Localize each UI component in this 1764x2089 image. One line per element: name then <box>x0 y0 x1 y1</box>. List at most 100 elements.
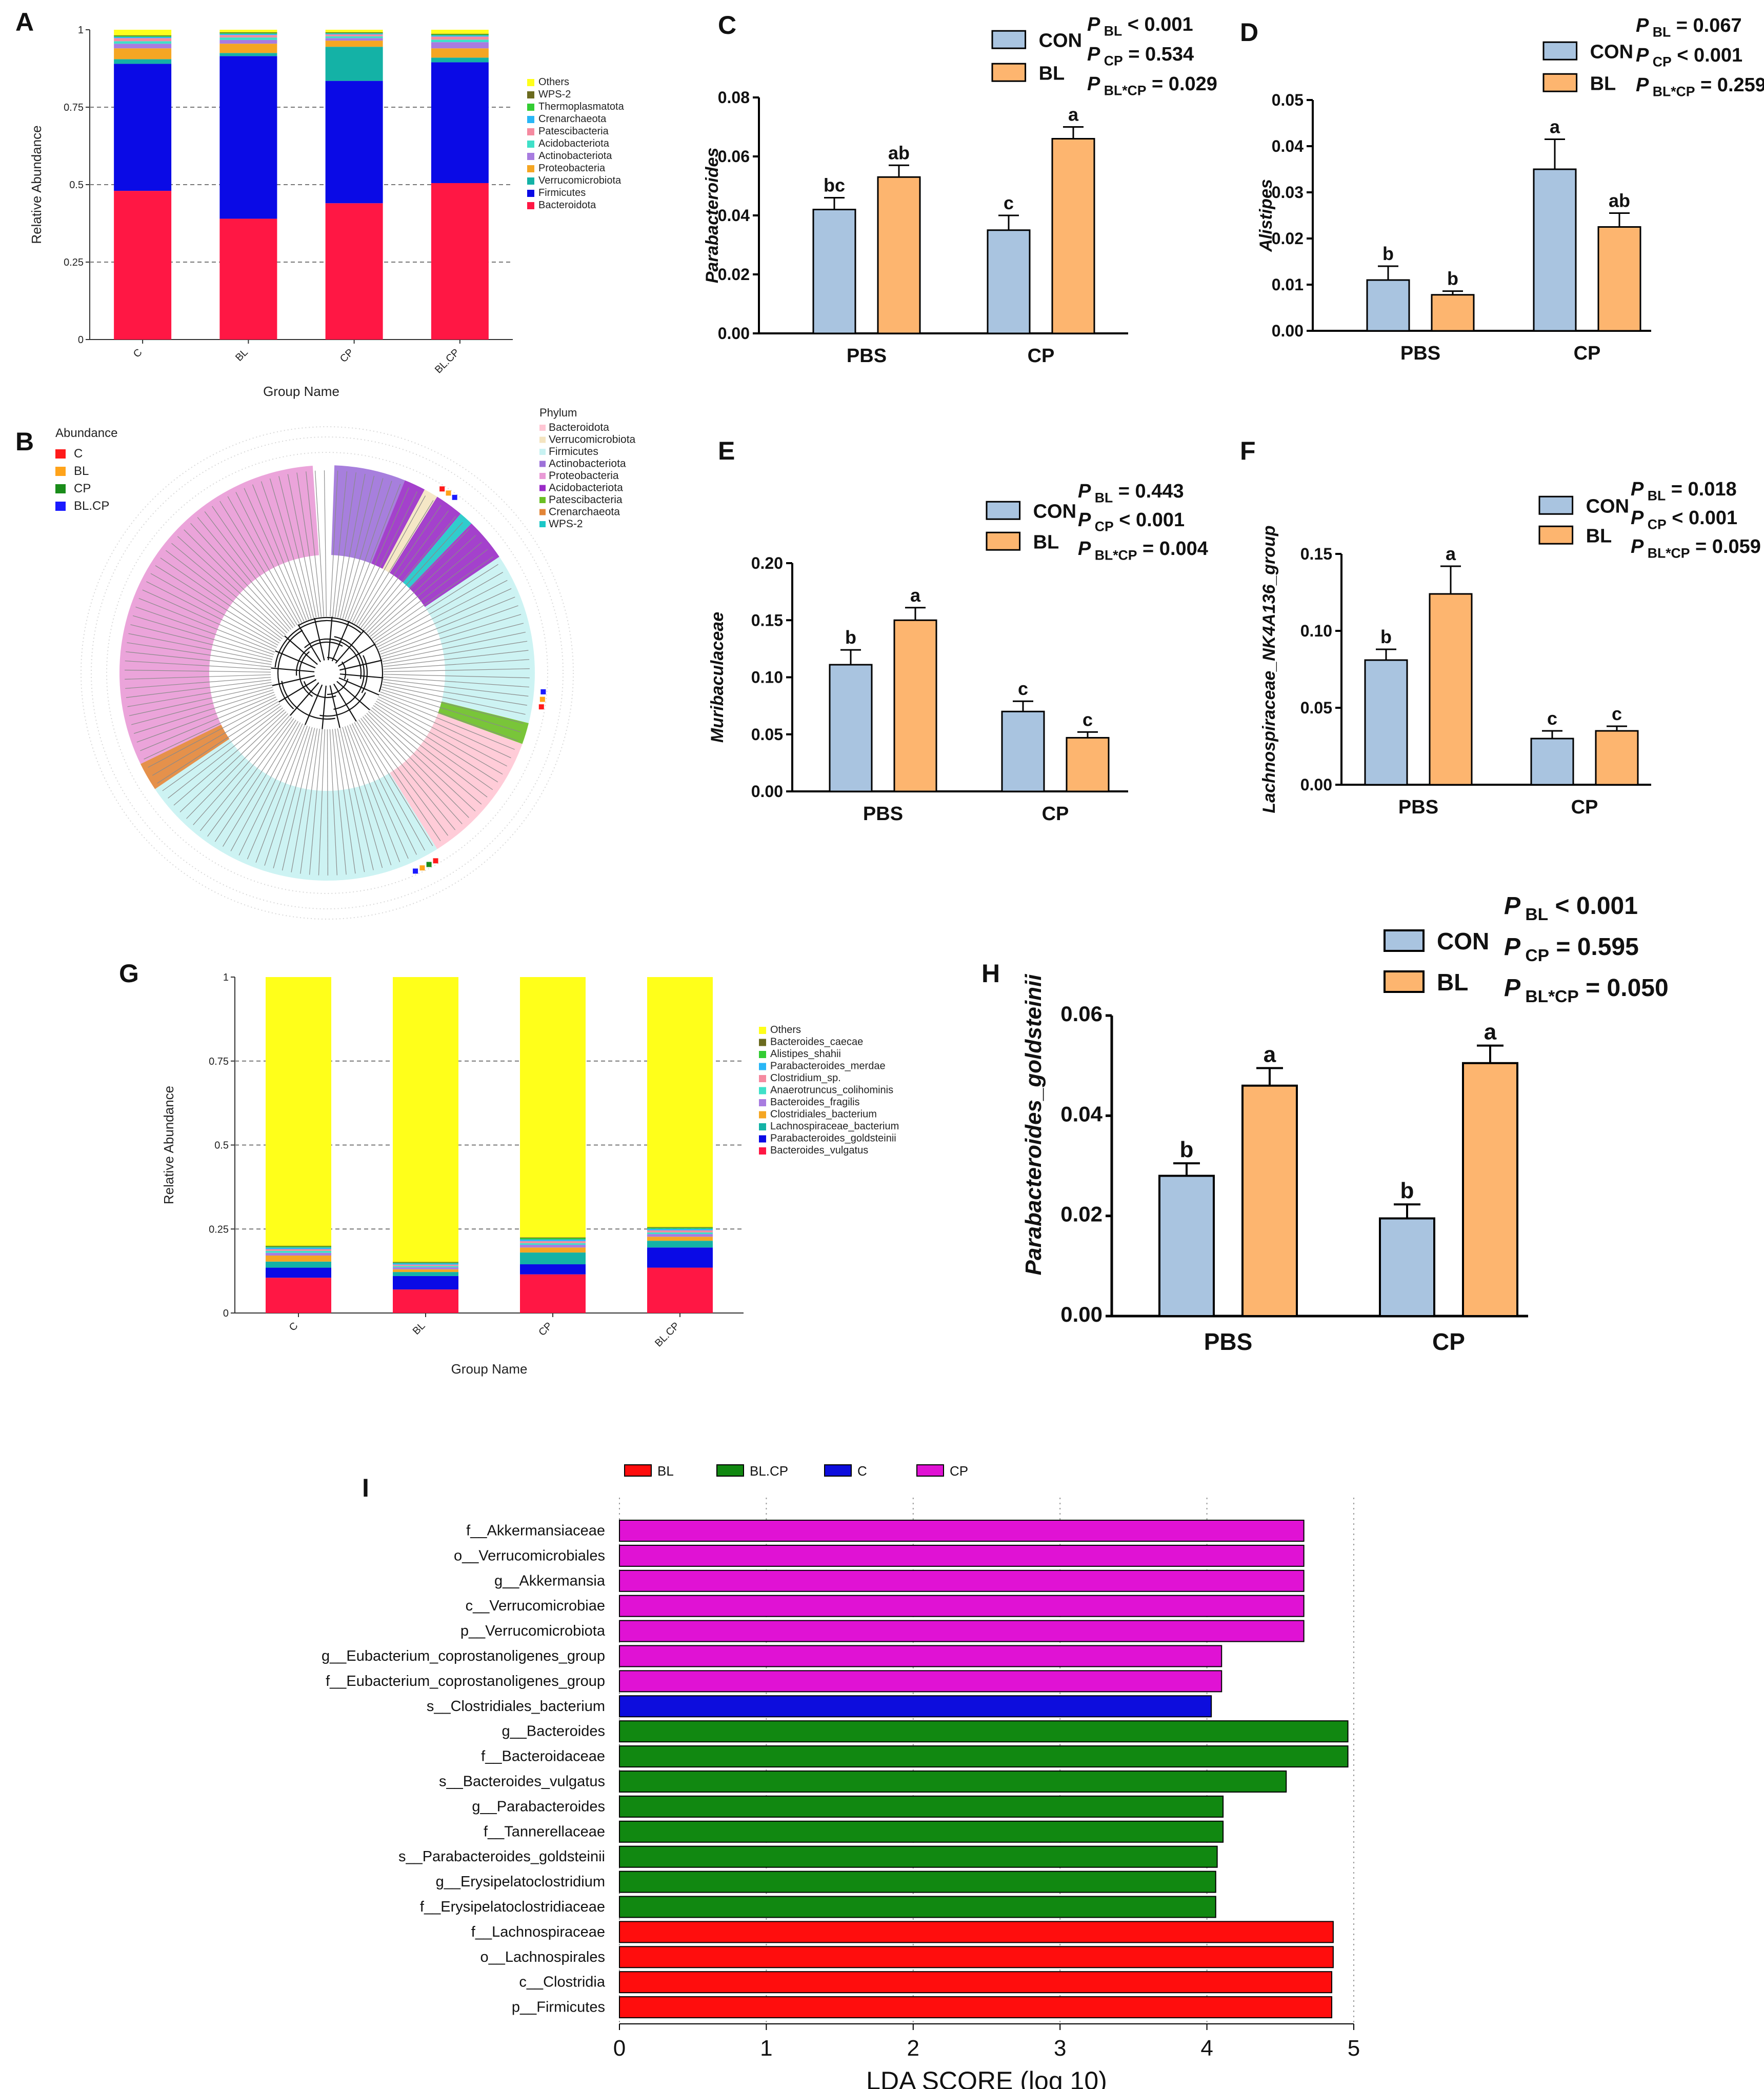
lda-bar-p-firmicutes <box>619 1996 1333 2019</box>
tree-leaf-branch <box>127 682 272 707</box>
bar-bl-cp-thermoplasmatota <box>431 34 489 35</box>
x-tick-label: 4 <box>1200 2036 1213 2061</box>
legend-label-con: CON <box>1590 42 1633 63</box>
x-category-pbs: PBS <box>1398 797 1438 818</box>
tree-abundance-marker-2 <box>452 494 457 500</box>
tree-leaf-branch <box>364 714 463 824</box>
phylum-label-verrucomicrobiota: Verrucomicrobiota <box>549 434 636 446</box>
tree-leaf-branch <box>345 481 392 620</box>
significance-letter-cp-bl: c <box>1083 709 1093 730</box>
significance-letter-cp-con: c <box>1547 708 1557 729</box>
tree-leaf-branch <box>125 660 271 670</box>
bar-cp-verrucomicrobiota <box>325 47 383 81</box>
bar-bl-cp-others <box>431 30 489 34</box>
bar-bl-cp-anaerotruncus-colihominis <box>647 1232 713 1235</box>
tree-leaf-branch <box>383 677 530 688</box>
legend-label-con: CON <box>1586 496 1629 518</box>
lda-label-f-bacteroidaceae: f__Bacteroidaceae <box>481 1748 605 1765</box>
bar-bl-clostridiales-bacterium <box>393 1269 458 1272</box>
x-tick-label-cp: CP <box>536 1320 554 1338</box>
bar-bl-acidobacteriota <box>219 37 277 40</box>
bar-pbs-bl <box>1429 593 1473 786</box>
significance-letter-pbs-con: b <box>1382 243 1394 264</box>
bar-bl-proteobacteria <box>219 44 277 53</box>
legend-swatch-thermoplasmatota <box>527 104 534 111</box>
legend-swatch-con <box>1384 929 1425 952</box>
legend-label-bl: BL <box>1590 73 1616 95</box>
tree-leaf-branch <box>382 684 526 715</box>
tree-leaf-branch <box>309 729 323 875</box>
tree-leaf-branch <box>330 470 338 617</box>
lda-bar-c-verrucomicrobiae <box>619 1595 1305 1617</box>
bar-bl-cp-actinobacteriota <box>431 42 489 49</box>
tree-sector-patescibacteria-7 <box>438 701 529 744</box>
tree-leaf-branch <box>360 510 449 628</box>
bar-bl-anaerotruncus-colihominis <box>393 1266 458 1267</box>
tree-trunk-branch <box>284 635 318 665</box>
phylum-swatch-wps-2 <box>539 521 546 527</box>
bar-cp-con <box>987 229 1031 334</box>
bar-cp-others <box>325 30 383 32</box>
legend-label-bacteroidota: Bacteroidota <box>538 200 596 211</box>
tree-leaf-branch <box>247 724 306 860</box>
bar-cp-con <box>1379 1217 1435 1318</box>
tree-leaf-branch <box>314 470 325 617</box>
tree-leaf-branch <box>379 596 515 652</box>
tree-leaf-branch <box>337 473 366 618</box>
abundance-swatch-bl-cp <box>55 502 66 511</box>
tree-leaf-branch <box>200 717 292 831</box>
tree-leaf-branch <box>334 728 356 874</box>
lda-label-s-clostridiales-bacterium: s__Clostridiales_bacterium <box>427 1698 605 1715</box>
significance-letter-pbs-con: b <box>1180 1137 1194 1162</box>
tree-leaf-branch <box>363 716 456 830</box>
tree-abundance-marker-0 <box>439 486 445 492</box>
tree-leaf-branch <box>366 713 469 818</box>
tree-trunk-branch <box>271 667 315 672</box>
bar-cp-parabacteroides-merdae <box>520 1239 586 1241</box>
tree-leaf-branch <box>356 721 433 846</box>
bar-cp-parabacteroides-goldsteinii <box>520 1264 586 1275</box>
tree-internal-branch <box>298 616 384 692</box>
legend-swatch-bl <box>624 1464 652 1477</box>
legend-label-wps-2: WPS-2 <box>538 89 571 100</box>
x-tick-label-bl: BL <box>411 1320 428 1337</box>
legend-label-clostridium-sp: Clostridium_sp. <box>770 1072 841 1084</box>
y-tick-label: 0.01 <box>1272 275 1304 294</box>
legend-swatch-con <box>986 501 1021 520</box>
tree-leaf-branch <box>347 725 400 862</box>
legend-swatch-bacteroides-caecae <box>759 1039 766 1046</box>
tree-sector-verrucomicrobiota-2 <box>382 489 437 573</box>
bar-c-wps-2 <box>114 35 172 36</box>
tree-leaf-branch <box>381 614 522 657</box>
panel-label-b: B <box>15 427 34 456</box>
tree-abundance-marker-4 <box>539 697 545 702</box>
significance-letter-cp-bl: c <box>1612 703 1622 724</box>
bar-cp-bacteroidota <box>325 203 383 340</box>
tree-leaf-branch <box>142 589 276 650</box>
y-axis-title: Relative Abundance <box>161 1086 176 1204</box>
tree-internal-branch <box>304 638 362 679</box>
legend-swatch-proteobacteria <box>527 165 534 172</box>
tree-leaf-branch <box>329 729 337 876</box>
bar-pbs-bl <box>893 619 937 792</box>
tree-leaf-branch <box>138 598 275 653</box>
tree-leaf-branch <box>282 728 315 871</box>
lda-bar-s-clostridiales-bacterium <box>619 1695 1212 1718</box>
p-value-cp: P CP < 0.001 <box>1636 45 1742 70</box>
bar-pbs-bl <box>877 176 921 334</box>
p-value-bl-cp: P BL*CP = 0.004 <box>1078 538 1208 563</box>
x-tick-label: 5 <box>1348 2036 1360 2061</box>
tree-abundance-marker-6 <box>433 858 438 864</box>
legend-swatch-bl-cp <box>716 1464 744 1477</box>
chart-e-muribaculaceae: 0.00 0.05 0.10 0.15 0.20 PBS b a CP c c Muribaculac… <box>708 481 1208 825</box>
y-tick-label: 0.25 <box>64 257 84 268</box>
tree-leaf-branch <box>177 536 286 635</box>
legend-label-others: Others <box>770 1024 801 1036</box>
bar-bl-wps-2 <box>219 32 277 33</box>
lda-bar-f-akkermansiaceae <box>619 1520 1305 1542</box>
legend-swatch-wps-2 <box>527 91 534 98</box>
tree-leaf-branch <box>126 651 271 668</box>
bar-c-acidobacteriota <box>114 41 172 44</box>
abundance-label-bl-cp: BL.CP <box>74 499 109 513</box>
lda-bar-g-erysipelatoclostridium <box>619 1871 1216 1893</box>
